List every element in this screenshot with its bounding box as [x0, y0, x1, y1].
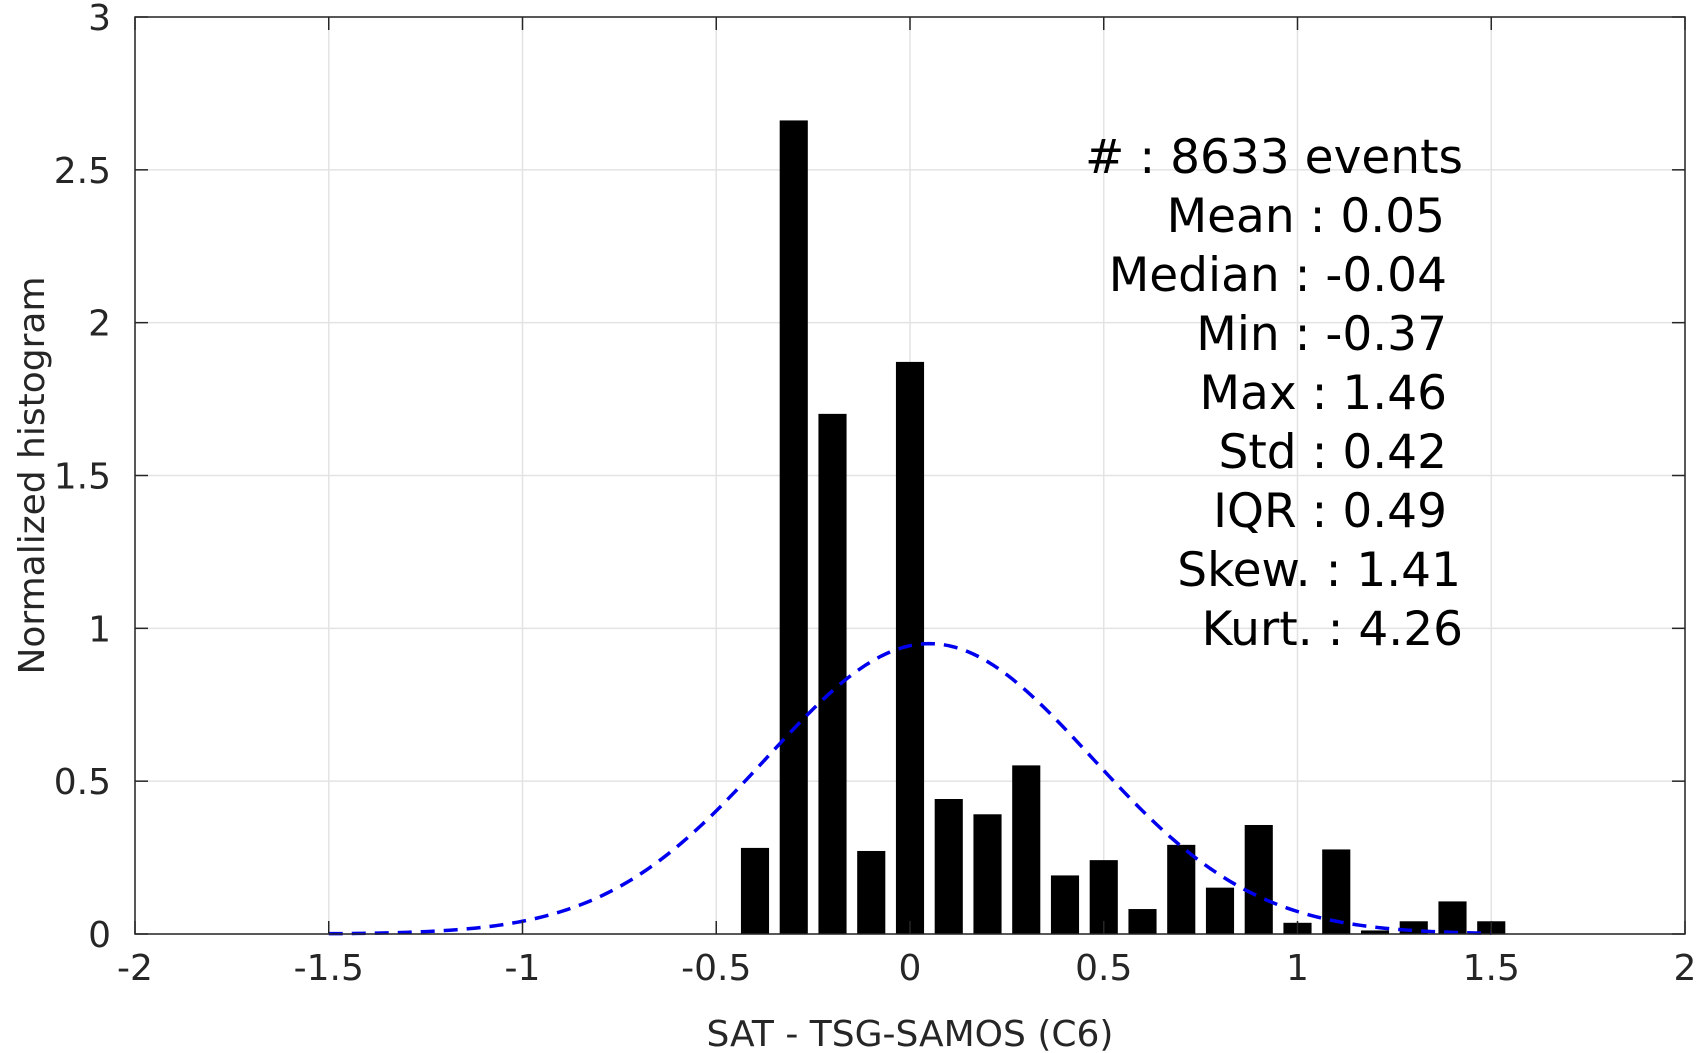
histogram-bar: [1167, 844, 1196, 935]
x-tick-label: -0.5: [681, 948, 751, 989]
y-axis-label: Normalized histogram: [12, 276, 53, 674]
x-tick-label: 0.5: [1075, 948, 1132, 989]
stat-min: Min : -0.37: [1196, 307, 1447, 362]
stat-max: Max : 1.46: [1199, 366, 1447, 421]
histogram-bar: [1205, 887, 1235, 935]
x-tick-label: 2: [1674, 948, 1697, 989]
stat-median: Median : -0.04: [1109, 248, 1447, 303]
stat-kurtosis: Kurt. : 4.26: [1202, 602, 1463, 657]
histogram-bar: [1012, 765, 1041, 935]
x-tick-label: 1.5: [1463, 948, 1520, 989]
x-tick-label: 0: [899, 948, 922, 989]
histogram-bar: [740, 847, 770, 935]
x-tick-label: -2: [117, 948, 153, 989]
y-tick-label: 1: [88, 609, 111, 650]
x-axis-label: SAT - TSG-SAMOS (C6): [707, 1014, 1114, 1053]
y-tick-label: 2.5: [54, 151, 111, 192]
x-tick-label: -1: [505, 948, 541, 989]
stat-skewness: Skew. : 1.41: [1177, 543, 1461, 598]
x-tick-label: -1.5: [294, 948, 364, 989]
histogram-bar: [1128, 909, 1157, 935]
stat-events: # : 8633 events: [1085, 130, 1463, 185]
y-tick-label: 0: [88, 915, 111, 956]
histogram-bar: [779, 120, 808, 935]
histogram-bar: [1050, 875, 1080, 935]
histogram-bar: [818, 413, 847, 935]
y-tick-label: 2: [88, 304, 111, 345]
histogram-bar: [973, 814, 1002, 935]
axis-ticks: [134, 16, 1686, 935]
histogram-bar: [1438, 901, 1467, 935]
y-tick-label: 0.5: [54, 762, 111, 803]
stat-mean: Mean : 0.05: [1167, 189, 1445, 244]
x-tick-label: 1: [1286, 948, 1309, 989]
histogram-bar: [934, 799, 963, 935]
y-tick-labels: 0 0.5 1 1.5 2 2.5 3: [54, 0, 111, 956]
histogram-bars: [740, 120, 1506, 935]
histogram-bar: [857, 850, 886, 935]
statistics-annotation: # : 8633 events Mean : 0.05 Median : -0.…: [1085, 130, 1463, 657]
stat-std: Std : 0.42: [1219, 425, 1447, 480]
x-tick-labels: -2 -1.5 -1 -0.5 0 0.5 1 1.5 2: [117, 948, 1696, 989]
y-tick-label: 1.5: [54, 457, 111, 498]
stat-iqr: IQR : 0.49: [1213, 484, 1447, 539]
y-tick-label: 3: [88, 0, 111, 39]
histogram-bar: [1244, 824, 1273, 935]
